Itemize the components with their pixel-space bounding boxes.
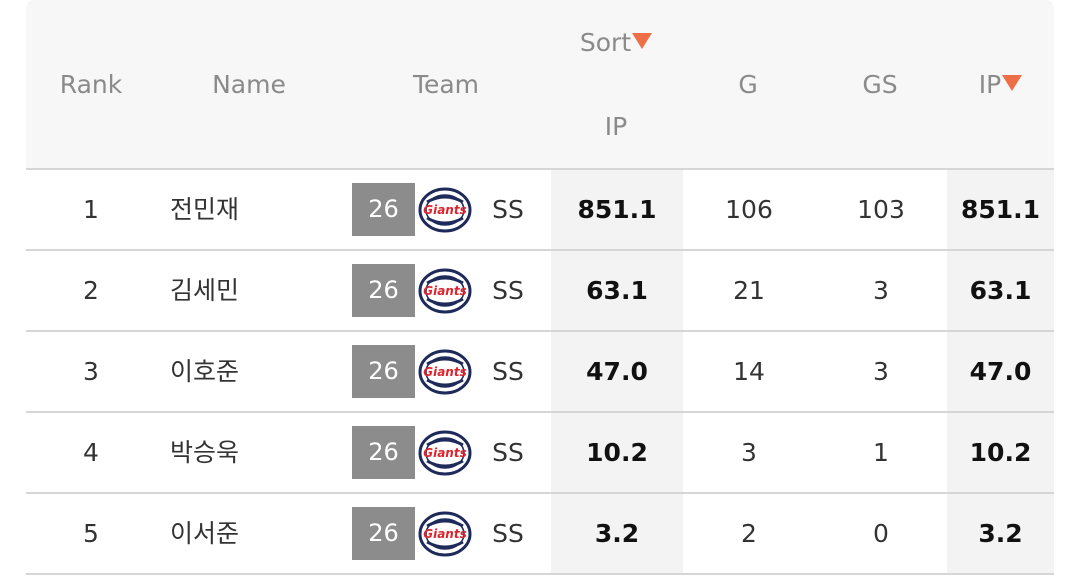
rank-cell: 2 [83,276,99,305]
svg-text:Giants: Giants [423,365,466,379]
games-cell: 21 [733,276,765,305]
ip-column-highlight [947,332,1054,411]
stats-table: Rank Name Team Sort IP G GS IP 1 전민재 26 Gia… [26,0,1054,585]
rank-cell: 4 [83,438,99,467]
column-header-team[interactable]: Team [412,70,480,99]
column-header-sort[interactable]: Sort [551,28,681,58]
position-cell: SS [492,276,524,305]
games-started-cell: 3 [873,357,889,386]
table-row[interactable]: 4 박승욱 26 Giants SS 10.2 3 1 10.2 [26,413,1054,494]
column-header-sort-ip[interactable]: IP [604,112,628,141]
giants-logo-icon: Giants [417,348,473,396]
games-cell: 14 [733,357,765,386]
svg-text:Giants: Giants [423,446,466,460]
ip-cell: 3.2 [978,519,1023,548]
sort-desc-icon [632,33,653,49]
games-started-cell: 1 [873,438,889,467]
ip-column-highlight [947,170,1054,249]
ip-cell: 47.0 [969,357,1032,386]
ip-cell: 63.1 [969,276,1032,305]
column-header-ip[interactable]: IP [947,70,1054,100]
sort-label: Sort [579,28,632,57]
table-row[interactable]: 2 김세민 26 Giants SS 63.1 21 3 63.1 [26,251,1054,332]
position-cell: SS [492,357,524,386]
table-header: Rank Name Team Sort IP G GS IP [26,0,1054,170]
games-started-cell: 0 [873,519,889,548]
svg-text:Giants: Giants [423,284,466,298]
games-cell: 2 [741,519,757,548]
sort-ip-cell: 47.0 [586,357,648,386]
giants-logo-icon: Giants [417,510,473,558]
position-cell: SS [492,519,524,548]
svg-text:Giants: Giants [423,203,466,217]
uniform-number-badge: 26 [352,507,415,560]
sort-ip-cell: 3.2 [594,519,640,548]
ip-column-highlight [947,251,1054,330]
sort-desc-icon [1002,75,1023,91]
games-started-cell: 3 [873,276,889,305]
games-cell: 3 [741,438,757,467]
giants-logo-icon: Giants [417,186,473,234]
sort-column-highlight [551,251,683,330]
sort-ip-cell: 63.1 [586,276,648,305]
giants-logo-icon: Giants [417,267,473,315]
games-started-cell: 103 [857,195,905,224]
table-row[interactable]: 3 이호준 26 Giants SS 47.0 14 3 47.0 [26,332,1054,413]
rank-cell: 5 [83,519,99,548]
table-row[interactable]: 1 전민재 26 Giants SS 851.1 106 103 851.1 [26,170,1054,251]
column-header-gs[interactable]: GS [862,70,898,99]
games-cell: 106 [725,195,773,224]
uniform-number-badge: 26 [352,264,415,317]
player-name-link[interactable]: 이서준 [170,519,240,548]
column-header-g[interactable]: G [738,70,758,99]
rank-cell: 1 [83,195,99,224]
sort-ip-cell: 851.1 [577,195,657,224]
ip-label: IP [978,70,1002,99]
column-header-rank[interactable]: Rank [59,70,123,99]
uniform-number-badge: 26 [352,183,415,236]
sort-column-highlight [551,413,683,492]
uniform-number-badge: 26 [352,345,415,398]
column-header-name[interactable]: Name [212,70,286,99]
player-name-link[interactable]: 이호준 [170,357,240,386]
uniform-number-badge: 26 [352,426,415,479]
ip-column-highlight [947,494,1054,573]
player-name-link[interactable]: 박승욱 [170,438,240,467]
sort-column-highlight [551,332,683,411]
player-name-link[interactable]: 김세민 [170,276,240,305]
ip-cell: 10.2 [969,438,1032,467]
position-cell: SS [492,195,524,224]
giants-logo-icon: Giants [417,429,473,477]
table-row[interactable]: 5 이서준 26 Giants SS 3.2 2 0 3.2 [26,494,1054,575]
position-cell: SS [492,438,524,467]
rank-cell: 3 [83,357,99,386]
sort-column-highlight [551,170,683,249]
sort-ip-cell: 10.2 [586,438,648,467]
ip-cell: 851.1 [960,195,1041,224]
svg-text:Giants: Giants [423,527,466,541]
ip-column-highlight [947,413,1054,492]
player-name-link[interactable]: 전민재 [170,195,240,224]
sort-column-highlight [551,494,683,573]
